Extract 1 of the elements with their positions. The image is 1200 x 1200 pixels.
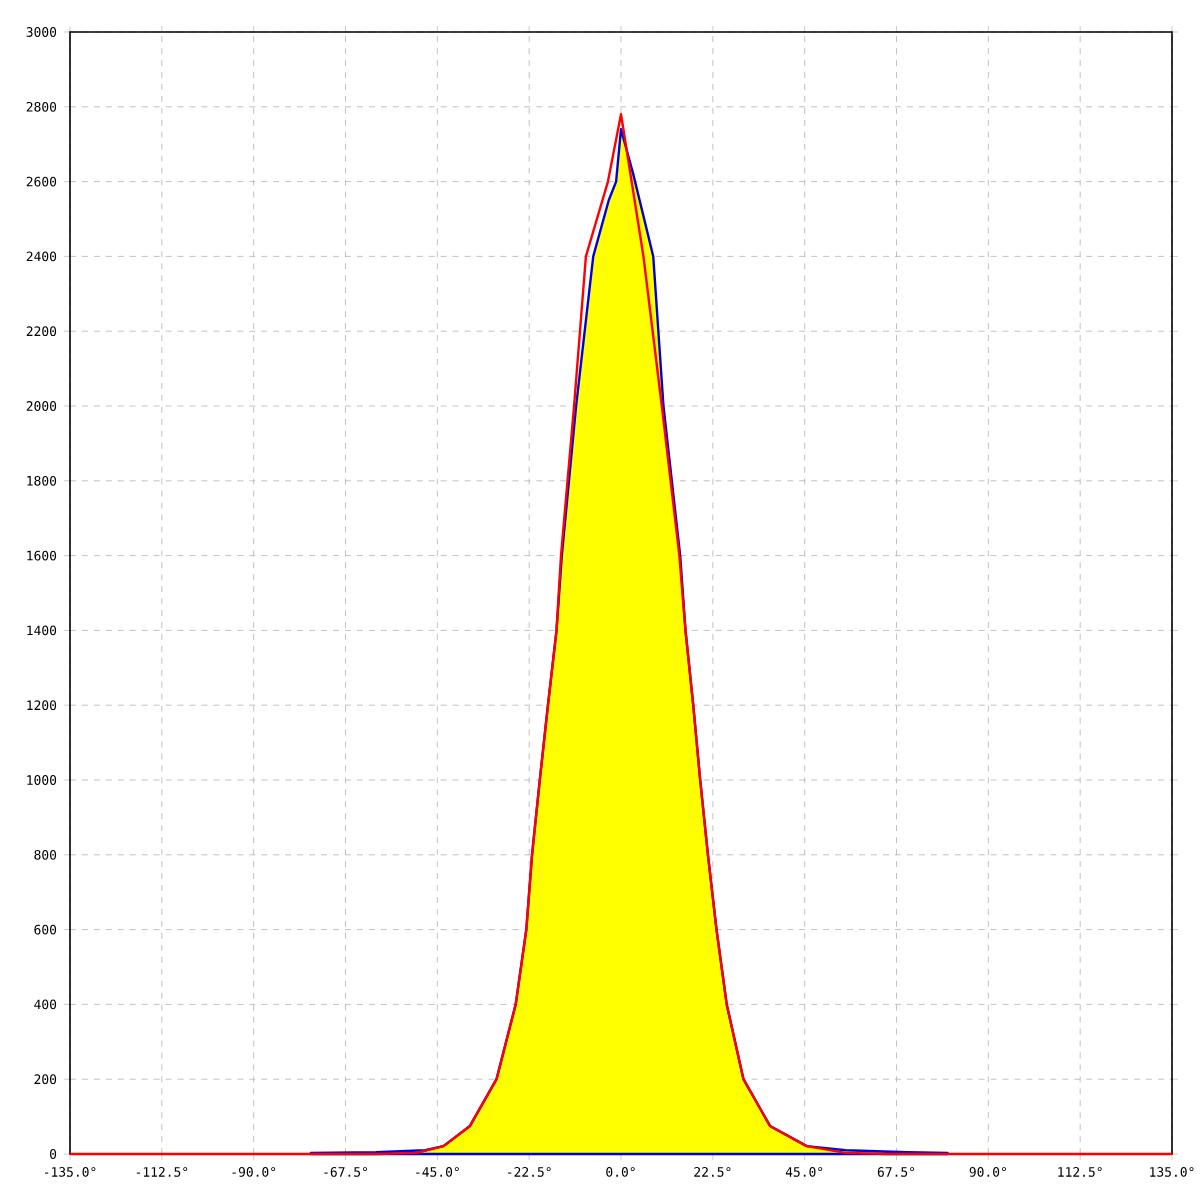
line-series <box>68 113 1174 1156</box>
